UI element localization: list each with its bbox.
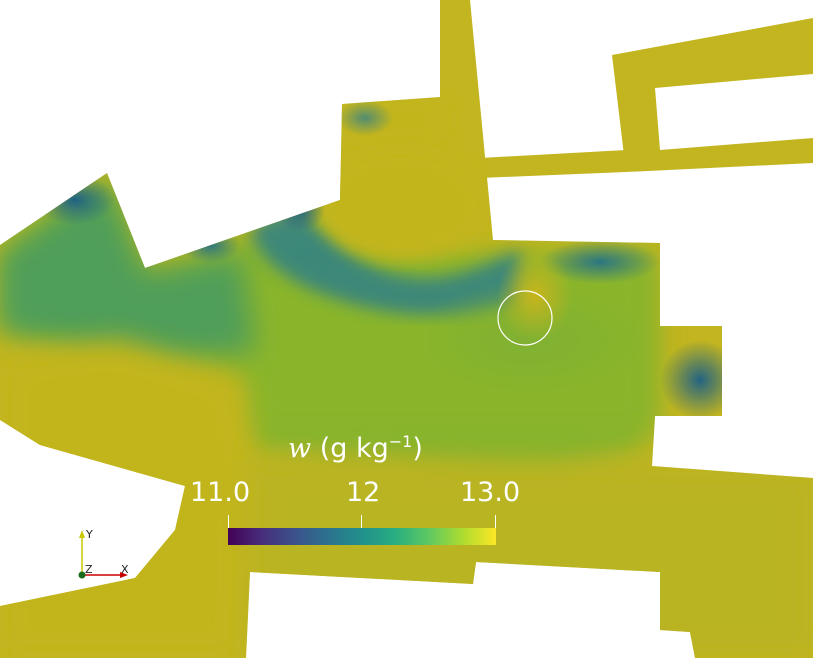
colorbar-unit: (g kg: [311, 433, 389, 464]
colorbar-unit-exponent: −1: [388, 432, 413, 451]
colorbar-unit-close: ): [412, 433, 423, 464]
colorbar-tick-mid: [361, 515, 362, 529]
axis-label-x: X: [121, 563, 129, 576]
colorbar-tick-label-max: 13.0: [460, 477, 521, 508]
axis-label-y: Y: [86, 528, 93, 541]
colorbar-title: w (g kg−1): [288, 432, 423, 464]
colorbar-gradient: [228, 528, 496, 545]
colorbar-tick-label-mid: 12: [346, 477, 381, 508]
colorbar-variable-symbol: w: [288, 433, 312, 464]
orientation-axes: Y Z X: [70, 524, 140, 584]
colorbar-tick-label-min: 11.0: [190, 477, 251, 508]
axis-label-z: Z: [85, 563, 93, 576]
domain-channel-upper-right: [612, 18, 813, 172]
domain-connector-strip: [480, 150, 626, 178]
colorbar-tick-max: [495, 515, 496, 529]
colorbar-tick-min: [228, 515, 229, 529]
probe-circle: [497, 290, 553, 346]
